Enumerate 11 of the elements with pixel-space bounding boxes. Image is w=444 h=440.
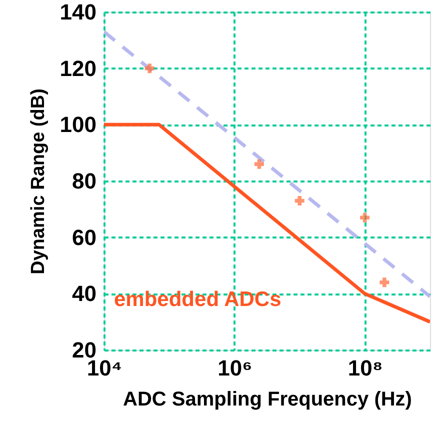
- y-tick-label: 140: [60, 0, 96, 24]
- x-tick-label: 10⁶: [218, 356, 252, 380]
- y-tick-label: 120: [60, 56, 96, 81]
- y-tick-label: 80: [72, 168, 96, 194]
- y-tick-label: 100: [60, 112, 96, 138]
- y-tick-label: 60: [72, 224, 96, 250]
- x-tick-label: 10⁸: [348, 356, 383, 380]
- y-tick-label: 40: [72, 281, 96, 306]
- x-axis-title: ADC Sampling Frequency (Hz): [123, 388, 412, 410]
- annotation: embedded ADCs: [114, 288, 282, 311]
- y-axis-title: Dynamic Range (dB): [28, 88, 49, 274]
